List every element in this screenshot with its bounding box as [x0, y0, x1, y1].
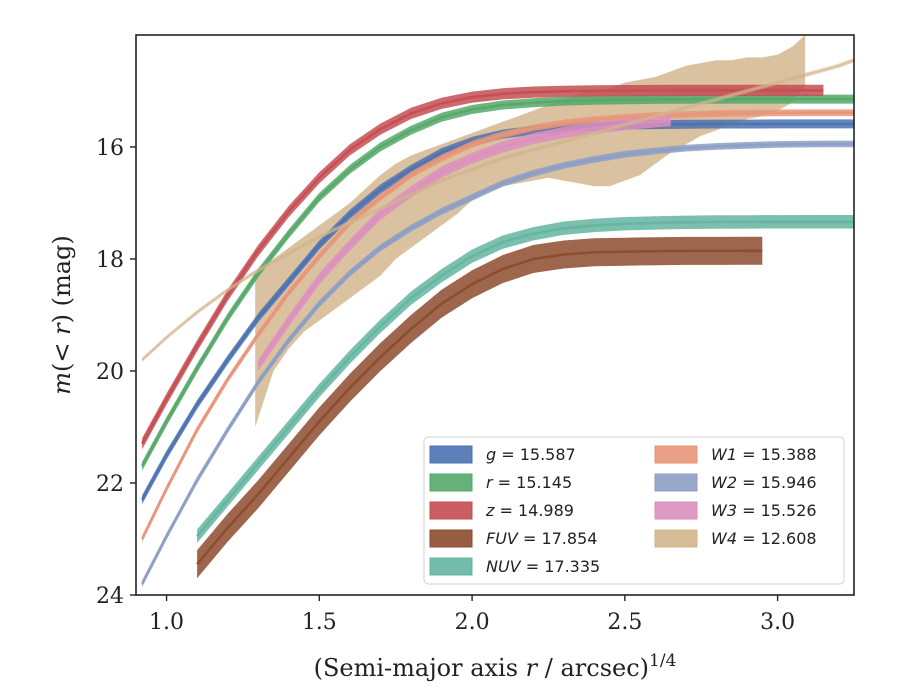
y-tick-label: 20 — [96, 360, 124, 385]
series-nuv-line — [196, 220, 854, 538]
legend-label-w2: W2 = 15.946 — [711, 473, 817, 492]
y-axis-label: m(< r) (mag) — [48, 235, 76, 395]
series-w4-line — [141, 59, 854, 361]
plot-frame — [135, 34, 855, 596]
x-tick-label: 1.5 — [302, 610, 337, 635]
x-tick-label: 1.0 — [149, 610, 184, 635]
legend-label-nuv: NUV = 17.335 — [486, 557, 600, 576]
x-tick-label: 3.0 — [760, 610, 795, 635]
legend-swatch-r — [429, 473, 473, 492]
y-tick-label: 24 — [96, 584, 124, 609]
legend-swatch-fuv — [429, 529, 473, 548]
legend-label-w3: W3 = 15.526 — [711, 501, 817, 520]
legend-label-z: z = 14.989 — [485, 501, 574, 520]
series-w1-line — [140, 111, 854, 540]
legend-label-w1: W1 = 15.388 — [711, 445, 817, 464]
series-w3-band — [258, 115, 671, 371]
legend-label-g: g = 15.587 — [486, 445, 576, 464]
legend-box — [423, 436, 845, 585]
x-tick-label: 2.0 — [455, 610, 490, 635]
legend-swatch-w3 — [654, 501, 698, 520]
y-axis-ticks: 16 18 20 22 24 — [96, 136, 136, 609]
legend-swatch-nuv — [429, 557, 473, 576]
legend-swatch-w1 — [654, 445, 698, 464]
legend-swatch-w2 — [654, 473, 698, 492]
legend-label-w4: W4 = 12.608 — [711, 529, 817, 548]
legend-label-r: r = 15.145 — [486, 473, 572, 492]
series-z-line — [140, 89, 824, 445]
legend-label-fuv: FUV = 17.854 — [486, 529, 597, 548]
legend-swatch-z — [429, 501, 473, 520]
x-axis-label: (Semi-major axis r / arcsec)1/4 — [314, 651, 677, 682]
x-tick-label: 2.5 — [607, 610, 642, 635]
y-tick-label: 16 — [96, 136, 124, 161]
series-w2-line — [140, 142, 854, 585]
series-fuv-line — [196, 249, 763, 566]
x-axis-ticks: 1.0 1.5 2.0 2.5 3.0 — [149, 595, 795, 635]
y-tick-label: 18 — [96, 248, 124, 273]
series-w4-envelope — [255, 35, 806, 427]
legend-swatch-w4 — [654, 529, 698, 548]
plot-series-layer — [140, 35, 854, 588]
y-tick-label: 22 — [96, 472, 124, 497]
series-r-line — [140, 97, 854, 467]
legend: g = 15.587 r = 15.145 z = 14.989 FUV = 17.8… — [423, 436, 845, 585]
legend-swatch-g — [429, 445, 473, 464]
